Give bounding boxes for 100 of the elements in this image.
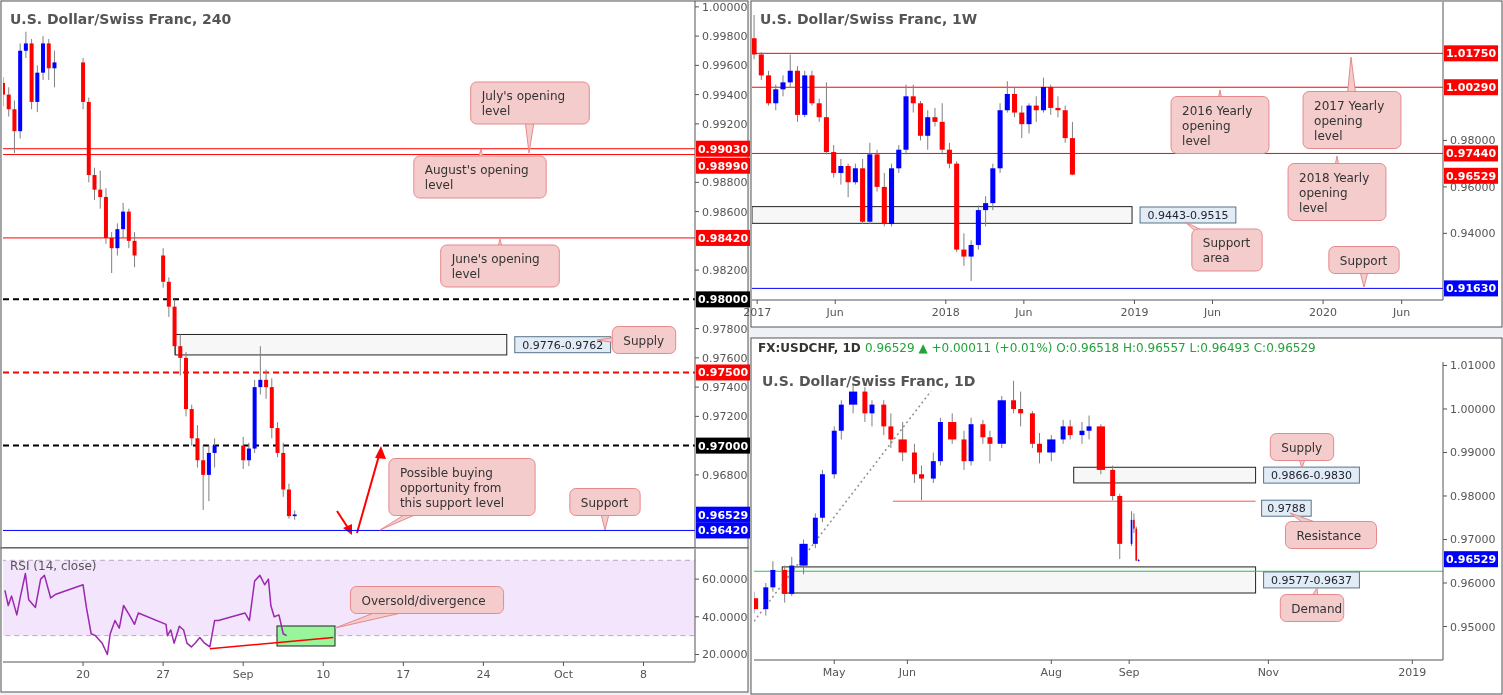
annotation: Supply	[1281, 440, 1323, 455]
candlestick	[961, 232, 967, 267]
y-tick-label: 0.97000	[1450, 533, 1496, 547]
candlestick	[246, 442, 251, 467]
candlestick	[121, 202, 126, 239]
candlestick	[1037, 432, 1042, 464]
x-tick-label: 2020	[1309, 306, 1338, 319]
annotation: July's opening level	[480, 89, 566, 118]
x-tick-label: 27	[156, 668, 171, 681]
ref-line-label: 0.96420	[697, 524, 749, 538]
annotation: Demand	[1291, 601, 1343, 616]
x-tick-label: Sep	[1118, 666, 1140, 679]
annotation: August's opening level	[424, 163, 529, 192]
candlestick	[201, 445, 206, 511]
annotation: 2018 Yearly opening level	[1299, 170, 1370, 215]
y-tick-label: 0.98200	[702, 264, 748, 278]
candlestick	[930, 451, 936, 484]
ref-line-label: 1.01750	[1445, 47, 1497, 61]
x-tick-label: 2019	[1398, 666, 1427, 679]
y-tick-label: 0.99200	[702, 117, 748, 131]
candlestick	[1040, 77, 1047, 114]
annotation: Support	[580, 495, 629, 510]
x-tick-label: 17	[396, 668, 411, 681]
candlestick	[212, 437, 217, 469]
candlestick	[241, 436, 246, 470]
y-tick-label: 0.99400	[702, 88, 748, 102]
candlestick	[968, 239, 974, 282]
x-tick-label: 2018	[931, 306, 960, 319]
candlestick	[787, 53, 793, 88]
candlestick	[816, 98, 822, 123]
x-tick-label: 20	[76, 668, 91, 681]
y-tick-label: 0.99000	[1450, 446, 1496, 460]
candlestick	[845, 163, 851, 198]
text: 0.96529	[1445, 553, 1497, 567]
y-tick-label: 0.96800	[702, 468, 748, 482]
x-tick-label: May	[822, 666, 847, 679]
annotation: Resistance	[1296, 528, 1362, 543]
x-tick-label: 2019	[1120, 306, 1149, 319]
x-tick-label: Jun	[1014, 306, 1033, 319]
text: U.S. Dollar/Swiss Franc, 1D	[762, 373, 976, 389]
candlestick	[888, 412, 894, 449]
candlestick	[773, 84, 779, 111]
candlestick	[932, 107, 938, 127]
candlestick	[987, 430, 993, 462]
band-label: 0.9776-0.9762	[522, 338, 604, 352]
candlestick	[852, 163, 858, 186]
band-label: 0.9443-0.9515	[1147, 208, 1229, 222]
annotation: 2017 Yearly opening level	[1314, 98, 1385, 143]
y-tick-label: 0.98800	[702, 176, 748, 190]
x-tick-label: 8	[640, 668, 648, 681]
y-tick-label: 0.99600	[702, 59, 748, 73]
ref-line-label: 1.00290	[1445, 81, 1497, 95]
band-label: 0.9866-0.9830	[1271, 469, 1352, 483]
y-tick-label: 0.98600	[702, 205, 748, 219]
annotation: June's opening level	[450, 252, 540, 281]
candlestick	[780, 74, 786, 97]
text: 0.96529	[1445, 169, 1497, 183]
y-tick-label: 0.95000	[1450, 620, 1496, 634]
text: U.S. Dollar/Swiss Franc, 1W	[760, 11, 978, 27]
y-tick-label: 0.97400	[702, 381, 748, 395]
x-tick-label: Jun	[825, 306, 844, 319]
y-tick-label: 0.96000	[1450, 577, 1496, 590]
y-tick-label: 0.98000	[1450, 489, 1496, 503]
y-tick-label: 0.94000	[1450, 227, 1496, 241]
text: U.S. Dollar/Swiss Franc, 240	[10, 11, 232, 27]
x-tick-label: 24	[476, 668, 491, 681]
candlestick	[770, 560, 776, 593]
y-tick-label: 20.0000	[702, 648, 748, 662]
y-tick-label: 0.97200	[702, 410, 748, 424]
candlestick	[925, 109, 931, 151]
annotation: Supply	[623, 333, 665, 348]
candlestick	[1060, 419, 1066, 445]
ref-line-label: 0.98420	[697, 231, 749, 245]
x-tick-label: 2017	[743, 306, 772, 319]
ref-line-label: 0.97440	[1445, 147, 1497, 161]
line-series	[4, 572, 288, 656]
candlestick	[98, 170, 103, 210]
candlestick	[23, 31, 28, 59]
y-tick-label: 1.00000	[1450, 402, 1496, 416]
candlestick	[52, 50, 57, 88]
annotation: Support area	[1202, 236, 1251, 265]
y-tick-label: 1.00000	[702, 0, 748, 14]
annotation: Oversold/divergence	[361, 593, 486, 608]
candlestick	[763, 582, 769, 617]
y-tick-label: 40.0000	[702, 610, 748, 624]
annotation: Support	[1339, 253, 1388, 268]
y-tick-label: 0.97800	[702, 322, 748, 336]
text: RSI (14, close)	[10, 559, 97, 573]
x-tick-label: Sep	[232, 668, 254, 681]
x-tick-label: Jun	[1392, 306, 1411, 319]
y-tick-label: 0.98000	[1450, 134, 1496, 148]
x-tick-label: 10	[316, 668, 331, 681]
candlestick	[896, 144, 902, 174]
x-tick-label: Jun	[1202, 306, 1222, 319]
candlestick	[115, 222, 120, 256]
candlestick	[1086, 415, 1092, 440]
legend-label: 0.98990	[697, 159, 749, 173]
candlestick	[838, 158, 844, 186]
text: 0.96529	[697, 508, 749, 522]
candlestick	[1011, 380, 1017, 414]
